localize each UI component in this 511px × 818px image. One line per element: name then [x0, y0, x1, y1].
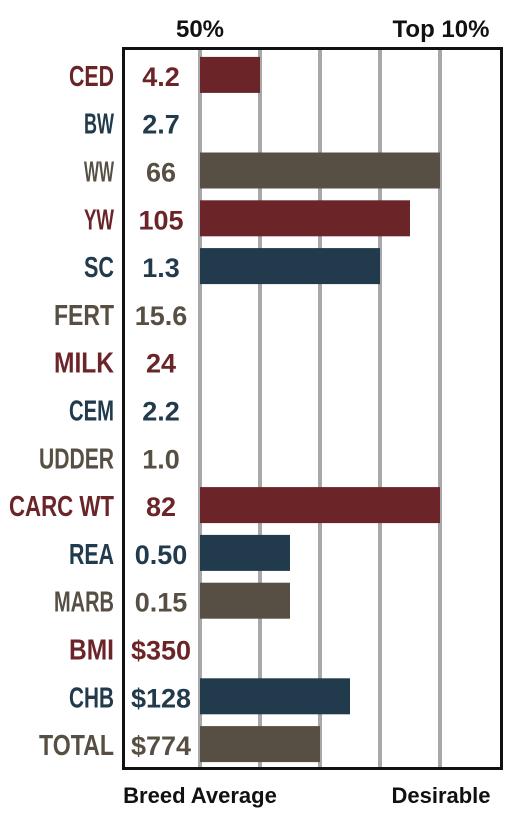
value-label: 1.3 — [142, 253, 180, 283]
value-label: $128 — [131, 683, 191, 713]
value-label: 105 — [138, 205, 183, 235]
value-label: 82 — [146, 492, 176, 522]
header-right: Top 10% — [393, 16, 490, 43]
plot-frame — [122, 47, 503, 770]
category-label: CHB — [69, 682, 114, 714]
header-left: 50% — [176, 16, 224, 43]
value-label: $774 — [131, 731, 191, 761]
value-label: 2.7 — [142, 110, 180, 140]
value-label: 66 — [146, 158, 176, 188]
bar-carc-wt — [200, 487, 440, 524]
value-label: $350 — [131, 636, 191, 666]
bar-ww — [200, 152, 440, 189]
bar-rea — [200, 534, 290, 571]
bars — [200, 56, 440, 763]
bar-total — [200, 726, 320, 763]
category-label: UDDER — [39, 443, 114, 475]
value-label: 0.50 — [135, 540, 188, 570]
category-label: BW — [84, 109, 114, 141]
category-labels: CED BW WW YW SC FERT MILK CEM UDDER CARC WT REA MAR… — [9, 61, 114, 762]
value-label: 24 — [146, 349, 176, 379]
bar-ced — [200, 56, 260, 93]
category-label: TOTAL — [39, 730, 114, 762]
value-label: 2.2 — [142, 397, 180, 427]
category-label: YW — [84, 204, 114, 236]
category-label: BMI — [69, 635, 114, 667]
category-label: CARC WT — [9, 491, 114, 523]
category-label: MARB — [54, 587, 114, 619]
footer-right: Desirable — [391, 783, 490, 808]
value-label: 0.15 — [135, 588, 188, 618]
category-label: CED — [69, 61, 114, 93]
value-label: 15.6 — [135, 301, 188, 331]
value-label: 1.0 — [142, 444, 180, 474]
bar-sc — [200, 248, 380, 285]
category-label: REA — [69, 539, 114, 571]
category-label: CEM — [69, 396, 114, 428]
bar-chb — [200, 678, 350, 715]
footer-left: Breed Average — [123, 783, 277, 808]
bar-yw — [200, 200, 410, 237]
category-label: WW — [84, 157, 114, 189]
category-label: SC — [84, 252, 114, 284]
category-label: FERT — [54, 300, 114, 332]
value-label: 4.2 — [142, 62, 180, 92]
bar-marb — [200, 582, 290, 619]
category-label: MILK — [54, 348, 114, 380]
value-labels: 4.2 2.7 66 105 1.3 15.6 24 2.2 1.0 82 0.50 0.15 $350… — [131, 62, 191, 761]
